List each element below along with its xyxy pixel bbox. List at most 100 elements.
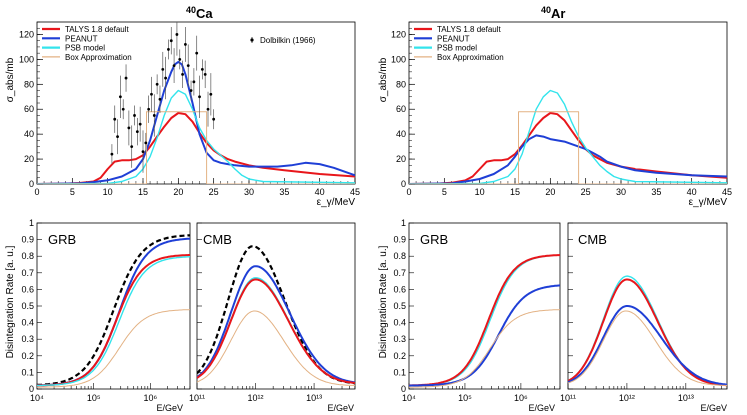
- series-line-psb-model: [409, 89, 727, 184]
- x-tick-label: 45: [722, 187, 732, 197]
- x-tick-label: 15: [510, 187, 520, 197]
- x-tick-label: 30: [244, 187, 254, 197]
- series-line-talys-1-8-default: [409, 254, 560, 387]
- data-point: [110, 152, 114, 156]
- y-tick-label: 0.8: [21, 251, 34, 261]
- y-tick-label: 100: [19, 54, 34, 64]
- ca-cmb-label: CMB: [203, 232, 232, 247]
- ar-xlabel: ε_γ/MeV: [689, 197, 728, 208]
- y-tick-label: 0: [29, 384, 34, 394]
- ca-ylabel: σ_abs/mb: [5, 57, 16, 102]
- y-tick-label: 0.3: [21, 334, 34, 344]
- series-line-talys-1-8-default: [37, 112, 355, 184]
- x-tick-label: 10⁵: [87, 393, 101, 403]
- data-point: [189, 89, 193, 92]
- ar-grb-xlabel: E/GeV: [528, 403, 555, 413]
- x-tick-label: 10¹¹: [560, 393, 576, 403]
- data-point: [181, 72, 184, 76]
- data-point: [206, 107, 210, 111]
- y-tick-label: 0.9: [21, 235, 34, 245]
- y-tick-label: 0.6: [393, 284, 406, 294]
- ar-title-mass-number: 40: [541, 5, 551, 15]
- legend-label-psb-model: PSB model: [65, 44, 105, 53]
- x-tick-label: 30: [616, 187, 626, 197]
- y-tick-label: 120: [19, 29, 34, 39]
- data-point: [127, 126, 131, 130]
- x-tick-label: 10¹²: [248, 393, 264, 403]
- y-tick-label: 0.2: [393, 351, 406, 361]
- x-tick-label: 45: [350, 187, 360, 197]
- ar-title-element: Ar: [551, 6, 565, 21]
- x-tick-label: 15: [138, 187, 148, 197]
- x-tick-label: 10: [103, 187, 113, 197]
- x-tick-label: 5: [70, 187, 75, 197]
- ca-grb-xlabel: E/GeV: [156, 403, 183, 413]
- series-line-peanut: [409, 134, 727, 184]
- data-point: [158, 97, 162, 101]
- series-line-box-approximation: [37, 111, 355, 184]
- ca-title: 40Ca: [186, 5, 213, 21]
- y-tick-label: 80: [396, 79, 406, 89]
- x-tick-label: 35: [279, 187, 289, 197]
- ca-title-mass-number: 40: [186, 5, 196, 15]
- panel-ca-cmb-rate: CMB E/GeV 10¹¹ 10¹² 10¹³: [189, 222, 356, 413]
- y-tick-label: 0.4: [393, 318, 406, 328]
- y-tick-label: 0.6: [21, 284, 34, 294]
- y-tick-label: 0.7: [393, 268, 406, 278]
- x-tick-label: 10¹³: [306, 393, 322, 403]
- data-point: [212, 117, 216, 121]
- data-point: [192, 80, 196, 84]
- panel-ar-grb-rate: Disintegration Rate [a. u.] GRB E/GeV 10…: [378, 218, 561, 413]
- x-tick-label: 0: [406, 187, 411, 197]
- series-line-psb-model: [37, 256, 190, 387]
- data-point: [147, 107, 151, 111]
- series-line-box-approximation: [409, 111, 727, 184]
- series-line-box-approximation: [197, 310, 355, 386]
- legend-label-dolbilkin: Dolbilkin (1966): [260, 36, 316, 45]
- data-point: [113, 117, 117, 121]
- x-tick-label: 10⁴: [402, 393, 416, 403]
- legend-label-peanut: PEANUT: [65, 34, 98, 43]
- legend-label-box-approximation: Box Approximation: [437, 53, 504, 62]
- data-point: [161, 67, 165, 71]
- panel-ca-grb-rate: Disintegration Rate [a. u.] GRB E/GeV 10…: [5, 218, 191, 413]
- x-tick-label: 10⁶: [144, 393, 158, 403]
- ca-title-element: Ca: [196, 6, 213, 21]
- y-tick-label: 0.4: [21, 318, 34, 328]
- data-point: [203, 72, 207, 76]
- ar-cmb-xlabel: E/GeV: [700, 403, 727, 413]
- series-line-dashed-reference: [37, 234, 190, 387]
- legend-label-talys-1-8-default: TALYS 1.8 default: [65, 25, 130, 34]
- x-tick-label: 10⁵: [458, 393, 472, 403]
- series-line-talys-1-8-default: [37, 254, 190, 387]
- y-tick-label: 0.5: [393, 301, 406, 311]
- data-point: [124, 76, 128, 80]
- data-point: [152, 114, 156, 117]
- y-tick-label: 0.5: [21, 301, 34, 311]
- x-tick-label: 10: [475, 187, 485, 197]
- legend-label-box-approximation: Box Approximation: [65, 53, 132, 62]
- x-tick-label: 0: [34, 187, 39, 197]
- panel-ca-cross-section: 40Ca σ_abs/mb ε_γ/MeV 0 5 10 15 20 25 30 35 40 45…: [5, 5, 360, 208]
- data-point: [130, 145, 134, 149]
- panel-ar-cross-section: 40Ar σ_abs/mb ε_γ/MeV 0 5 10 15 20 25 30 35 40 45…: [378, 5, 732, 208]
- data-point: [144, 141, 148, 145]
- data-point: [200, 67, 204, 71]
- y-tick-label: 1: [29, 218, 34, 228]
- data-point: [186, 64, 190, 68]
- data-point: [121, 107, 125, 111]
- y-tick-label: 40: [24, 129, 34, 139]
- series-line-box-approximation: [409, 309, 560, 388]
- x-tick-label: 25: [581, 187, 591, 197]
- ar-grb-label: GRB: [420, 232, 448, 247]
- series-line-talys-1-8-default: [197, 278, 355, 384]
- data-point: [167, 48, 170, 51]
- x-tick-label: 40: [315, 187, 325, 197]
- x-tick-label: 10⁶: [514, 393, 528, 403]
- data-point: [116, 135, 119, 139]
- x-tick-label: 10¹³: [678, 393, 694, 403]
- ar_cmb-frame: [567, 222, 728, 390]
- data-point: [195, 51, 199, 55]
- ca-rate-ylabel: Disintegration Rate [a. u.]: [5, 245, 16, 358]
- series-line-peanut: [568, 305, 727, 386]
